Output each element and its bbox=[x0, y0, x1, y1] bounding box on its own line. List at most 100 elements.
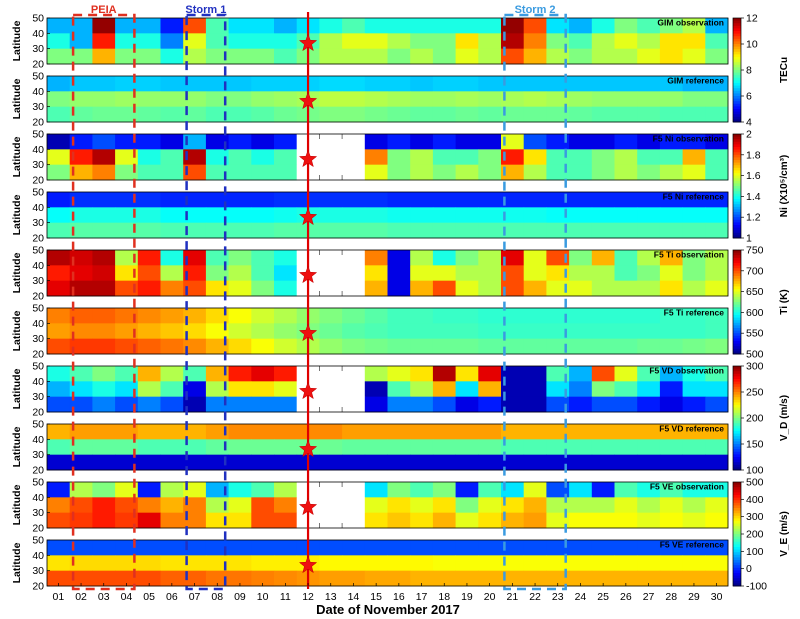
colorbar-swatch bbox=[733, 438, 741, 442]
colorbar-swatch bbox=[733, 201, 741, 205]
colorbar-swatch bbox=[733, 36, 741, 40]
colorbar-swatch bbox=[733, 114, 741, 118]
heatmap-cell bbox=[546, 149, 570, 166]
heatmap-cell bbox=[410, 106, 434, 123]
heatmap-cell bbox=[160, 265, 184, 282]
heatmap-gap-cell bbox=[319, 265, 343, 282]
heatmap-cell bbox=[228, 149, 252, 166]
heatmap-cell bbox=[137, 207, 161, 224]
heatmap-cell bbox=[591, 396, 615, 413]
heatmap-cell bbox=[274, 192, 298, 208]
heatmap-cell bbox=[591, 482, 615, 498]
heatmap-cell bbox=[342, 439, 366, 456]
heatmap-cell bbox=[569, 439, 593, 456]
heatmap-cell bbox=[682, 91, 706, 108]
colorbar-swatch bbox=[733, 423, 741, 427]
heatmap-cell bbox=[69, 106, 93, 123]
heatmap-cell bbox=[183, 366, 207, 382]
heatmap-cell bbox=[274, 497, 298, 514]
heatmap-cell bbox=[47, 555, 71, 572]
heatmap-cell bbox=[591, 33, 615, 50]
heatmap-cell bbox=[455, 439, 479, 456]
heatmap-cell bbox=[274, 439, 298, 456]
heatmap-cell bbox=[137, 497, 161, 514]
x-tick-label: 25 bbox=[597, 591, 609, 603]
colorbar-swatch bbox=[733, 526, 741, 530]
heatmap-cell bbox=[387, 323, 411, 340]
colorbar-swatch bbox=[733, 565, 741, 569]
heatmap-cell bbox=[364, 570, 388, 587]
heatmap-cell bbox=[432, 454, 456, 471]
heatmap-cell bbox=[523, 396, 547, 413]
heatmap-cell bbox=[342, 48, 366, 65]
heatmap-cell bbox=[455, 134, 479, 150]
heatmap-cell bbox=[614, 149, 638, 166]
heatmap-cell bbox=[501, 149, 525, 166]
heatmap-cell bbox=[614, 454, 638, 471]
heatmap-cell bbox=[637, 512, 661, 529]
y-tick-label: 50 bbox=[32, 13, 44, 25]
heatmap-cell bbox=[682, 250, 706, 266]
heatmap-cell bbox=[659, 308, 683, 324]
heatmap-cell bbox=[183, 48, 207, 65]
heatmap-cell bbox=[183, 540, 207, 556]
colorbar-swatch bbox=[733, 505, 741, 509]
colorbar-swatch bbox=[733, 428, 741, 432]
colorbar-tick-label: 1.4 bbox=[746, 191, 761, 203]
colorbar-swatch bbox=[733, 170, 741, 174]
heatmap-cell bbox=[69, 366, 93, 382]
heatmap-cell bbox=[478, 33, 502, 50]
heatmap-cell bbox=[523, 323, 547, 340]
colorbar-swatch bbox=[733, 283, 741, 287]
heatmap-cell bbox=[591, 207, 615, 224]
colorbar-tick-label: 2 bbox=[746, 129, 752, 141]
heatmap-cell bbox=[364, 366, 388, 382]
heatmap-cell bbox=[274, 207, 298, 224]
heatmap-cell bbox=[455, 207, 479, 224]
heatmap-gap-cell bbox=[342, 149, 366, 166]
heatmap-cell bbox=[251, 381, 275, 398]
colorbar-swatch bbox=[733, 20, 741, 24]
heatmap-gap-cell bbox=[342, 497, 366, 514]
colorbar-swatch bbox=[733, 309, 741, 313]
colorbar-swatch bbox=[733, 230, 741, 234]
heatmap-cell bbox=[228, 381, 252, 398]
colorbar-swatch bbox=[733, 317, 741, 321]
star-marker bbox=[298, 149, 318, 168]
heatmap-cell bbox=[92, 222, 116, 239]
heatmap-cell bbox=[569, 48, 593, 65]
heatmap-gap-cell bbox=[342, 164, 366, 181]
heatmap-cell bbox=[205, 338, 229, 355]
heatmap-cell bbox=[115, 482, 139, 498]
heatmap-cell bbox=[705, 540, 729, 556]
heatmap-cell bbox=[637, 396, 661, 413]
heatmap-cell bbox=[69, 164, 93, 181]
y-tick-label: 30 bbox=[32, 159, 44, 171]
colorbar-swatch bbox=[733, 560, 741, 564]
colorbar-swatch bbox=[733, 320, 741, 324]
heatmap-cell bbox=[364, 482, 388, 498]
heatmap-cell bbox=[637, 482, 661, 498]
heatmap-cell bbox=[591, 48, 615, 65]
heatmap-cell bbox=[614, 424, 638, 440]
heatmap-cell bbox=[569, 76, 593, 92]
heatmap-cell bbox=[501, 134, 525, 150]
heatmap-cell bbox=[614, 106, 638, 123]
colorbar-tick-label: 10 bbox=[746, 39, 758, 51]
y-tick-label: 50 bbox=[32, 419, 44, 431]
heatmap-cell bbox=[682, 164, 706, 181]
heatmap-cell bbox=[546, 555, 570, 572]
heatmap-cell bbox=[342, 424, 366, 440]
x-tick-label: 05 bbox=[143, 591, 155, 603]
heatmap-cell bbox=[682, 424, 706, 440]
heatmap-cell bbox=[92, 570, 116, 587]
colorbar-swatch bbox=[733, 111, 741, 115]
heatmap-cell bbox=[92, 424, 116, 440]
heatmap-cell bbox=[614, 265, 638, 282]
panel-title: GIM observation bbox=[657, 17, 724, 27]
heatmap-cell bbox=[92, 323, 116, 340]
heatmap-cell bbox=[387, 454, 411, 471]
heatmap-cell bbox=[569, 323, 593, 340]
heatmap-cell bbox=[47, 308, 71, 324]
heatmap-cell bbox=[228, 570, 252, 587]
